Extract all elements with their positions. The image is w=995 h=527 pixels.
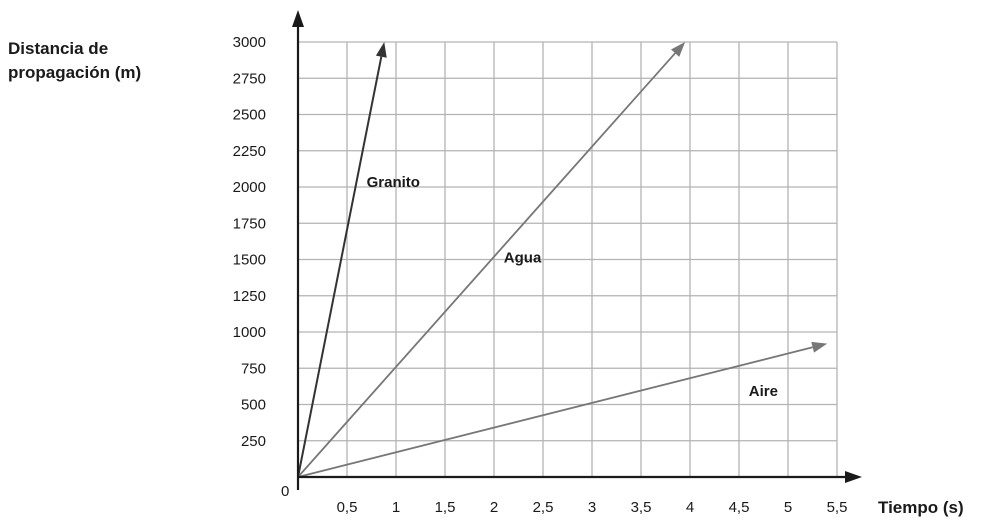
grid <box>298 41 838 477</box>
x-tick-label: 4 <box>686 499 694 516</box>
y-axis-title-line-1: Distancia de <box>8 39 108 58</box>
y-tick-label: 2500 <box>233 107 266 124</box>
x-tick-label: 2,5 <box>533 499 554 516</box>
y-tick-label: 2250 <box>233 143 266 160</box>
series-group <box>297 42 828 478</box>
y-tick-label: 1000 <box>233 324 266 341</box>
y-axis-arrow <box>292 10 304 27</box>
y-tick-labels: 250 500 750 1000 1250 1500 1750 2000 2250 2500 275… <box>233 34 266 450</box>
x-tick-label: 5 <box>784 499 792 516</box>
series-arrow-granito <box>375 42 387 58</box>
x-tick-label: 5,5 <box>827 499 848 516</box>
y-tick-label: 3000 <box>233 34 266 51</box>
x-axis-title: Tiempo (s) <box>878 498 964 517</box>
series-line-agua <box>297 52 676 478</box>
x-tick-label: 2 <box>490 499 498 516</box>
series-labels: Granito Agua Aire <box>367 174 778 400</box>
y-tick-label: 750 <box>241 360 266 377</box>
x-tick-label: 1 <box>392 499 400 516</box>
y-tick-label: 1750 <box>233 215 266 232</box>
x-tick-label: 3,5 <box>631 499 652 516</box>
x-axis-arrow <box>845 471 862 483</box>
x-tick-label: 3 <box>588 499 596 516</box>
x-tick-label: 1,5 <box>435 499 456 516</box>
x-tick-label: 0,5 <box>337 499 358 516</box>
y-tick-label: 2000 <box>233 179 266 196</box>
y-tick-label: 250 <box>241 433 266 450</box>
series-line-granito <box>297 56 383 478</box>
origin-label: 0 <box>281 483 289 500</box>
axes <box>292 10 862 490</box>
y-axis-title-line-2: propagación (m) <box>8 63 141 82</box>
y-tick-label: 500 <box>241 397 266 414</box>
series-line-aire <box>297 346 813 478</box>
y-tick-label: 1500 <box>233 252 266 269</box>
series-arrow-agua <box>671 42 686 57</box>
y-tick-label: 1250 <box>233 288 266 305</box>
series-arrow-aire <box>811 341 828 353</box>
x-tick-label: 4,5 <box>729 499 750 516</box>
x-tick-labels: 0,5 1 1,5 2 2,5 3 3,5 4 4,5 5 5,5 <box>337 499 848 516</box>
series-label-granito: Granito <box>367 174 420 191</box>
series-label-aire: Aire <box>749 383 778 400</box>
y-axis-title: Distancia de propagación (m) <box>8 39 141 82</box>
y-tick-label: 2750 <box>233 70 266 87</box>
series-label-agua: Agua <box>504 249 542 266</box>
